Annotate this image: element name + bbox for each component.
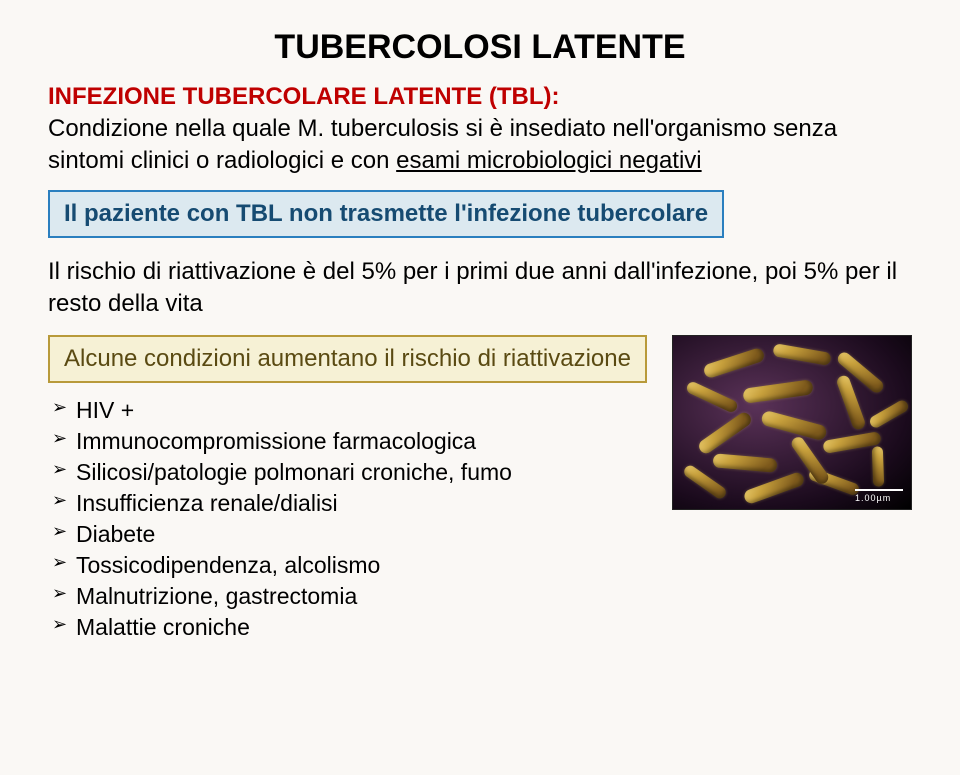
- bacterium-rod: [742, 379, 813, 404]
- scale-bar: 1.00µm: [855, 489, 903, 503]
- bacterium-rod: [702, 346, 765, 378]
- subtitle: INFEZIONE TUBERCOLARE LATENTE (TBL):: [48, 83, 912, 111]
- bacterium-rod: [682, 463, 728, 500]
- factors-list: HIV +Immunocompromissione farmacologicaS…: [48, 395, 652, 643]
- bacterium-rod: [696, 410, 753, 456]
- list-item: HIV +: [52, 395, 652, 426]
- bacterium-rod: [742, 471, 805, 505]
- list-item: Malattie croniche: [52, 612, 652, 643]
- bacterium-rod: [872, 446, 884, 486]
- definition-text: Condizione nella quale M. tuberculosis s…: [48, 113, 912, 176]
- factors-column: Alcune condizioni aumentano il rischio d…: [48, 335, 652, 643]
- highlight-box-blue: Il paziente con TBL non trasmette l'infe…: [48, 190, 724, 238]
- list-item: Immunocompromissione farmacologica: [52, 426, 652, 457]
- bacterium-rod: [685, 380, 739, 414]
- bacterium-rod: [713, 453, 778, 473]
- bacteria-image: 1.00µm: [672, 335, 912, 510]
- risk-text: Il rischio di riattivazione è del 5% per…: [48, 256, 912, 318]
- list-item: Diabete: [52, 519, 652, 550]
- list-item: Silicosi/patologie polmonari croniche, f…: [52, 457, 652, 488]
- highlight-box-yellow: Alcune condizioni aumentano il rischio d…: [48, 335, 647, 383]
- bacterium-rod: [772, 343, 831, 366]
- list-item: Tossicodipendenza, alcolismo: [52, 550, 652, 581]
- list-item: Insufficienza renale/dialisi: [52, 488, 652, 519]
- page-title: TUBERCOLOSI LATENTE: [48, 28, 912, 67]
- bacterium-rod: [868, 398, 910, 429]
- bottom-row: Alcune condizioni aumentano il rischio d…: [48, 335, 912, 643]
- definition-underlined: esami microbiologici negativi: [396, 147, 701, 174]
- list-item: Malnutrizione, gastrectomia: [52, 581, 652, 612]
- bacterium-rod: [760, 409, 828, 441]
